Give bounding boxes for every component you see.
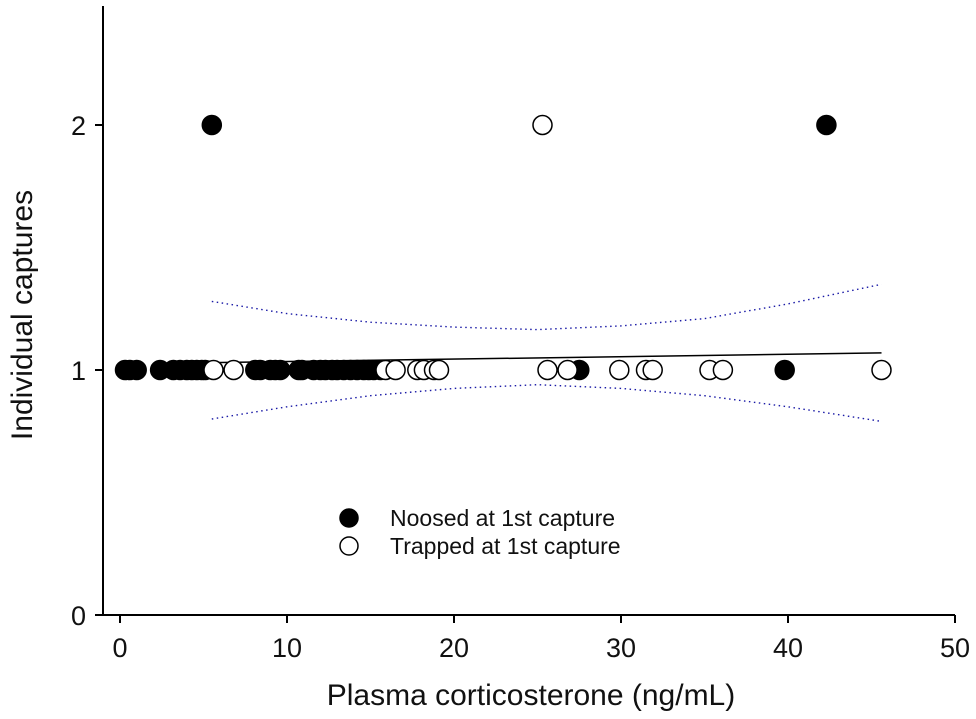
ci-upper-line <box>211 283 882 331</box>
x-tick-label: 30 <box>606 633 636 663</box>
data-point-trapped <box>557 359 578 381</box>
y-ticks: 0 1 2 <box>71 111 103 631</box>
y-tick-label: 1 <box>71 356 86 386</box>
x-tick-label: 20 <box>439 633 469 663</box>
legend-marker-noosed <box>339 508 359 528</box>
data-point-trapped <box>385 359 406 381</box>
legend-label-noosed: Noosed at 1st capture <box>390 505 615 531</box>
data-point-trapped <box>609 359 630 381</box>
data-point-trapped <box>428 359 450 381</box>
data-point-trapped <box>203 359 224 381</box>
data-point-noosed <box>774 359 795 381</box>
data-point-trapped <box>223 359 244 381</box>
data-point-trapped <box>532 114 553 136</box>
legend: Noosed at 1st capture Trapped at 1st cap… <box>339 505 621 559</box>
data-point-trapped <box>871 359 892 381</box>
data-point-noosed <box>126 359 147 381</box>
data-points <box>114 114 892 381</box>
confidence-band <box>211 283 882 423</box>
x-tick-label: 40 <box>773 633 803 663</box>
x-tick-label: 0 <box>112 633 127 663</box>
data-point-noosed <box>201 114 223 136</box>
legend-marker-trapped <box>339 536 359 556</box>
data-point-trapped <box>642 359 663 381</box>
data-point-trapped <box>537 359 558 381</box>
data-point-noosed <box>270 359 291 381</box>
axes <box>102 6 955 616</box>
y-axis-title: Individual captures <box>6 190 39 440</box>
data-point-trapped <box>712 359 734 381</box>
x-tick-label: 50 <box>940 633 970 663</box>
x-axis-title: Plasma corticosterone (ng/mL) <box>327 679 736 712</box>
x-ticks: 0 10 20 30 40 50 <box>112 615 970 663</box>
legend-label-trapped: Trapped at 1st capture <box>390 533 621 559</box>
y-tick-label: 0 <box>71 601 86 631</box>
ci-lower-line <box>211 383 882 423</box>
y-tick-label: 2 <box>71 111 86 141</box>
x-tick-label: 10 <box>272 633 302 663</box>
data-point-noosed <box>816 114 837 136</box>
